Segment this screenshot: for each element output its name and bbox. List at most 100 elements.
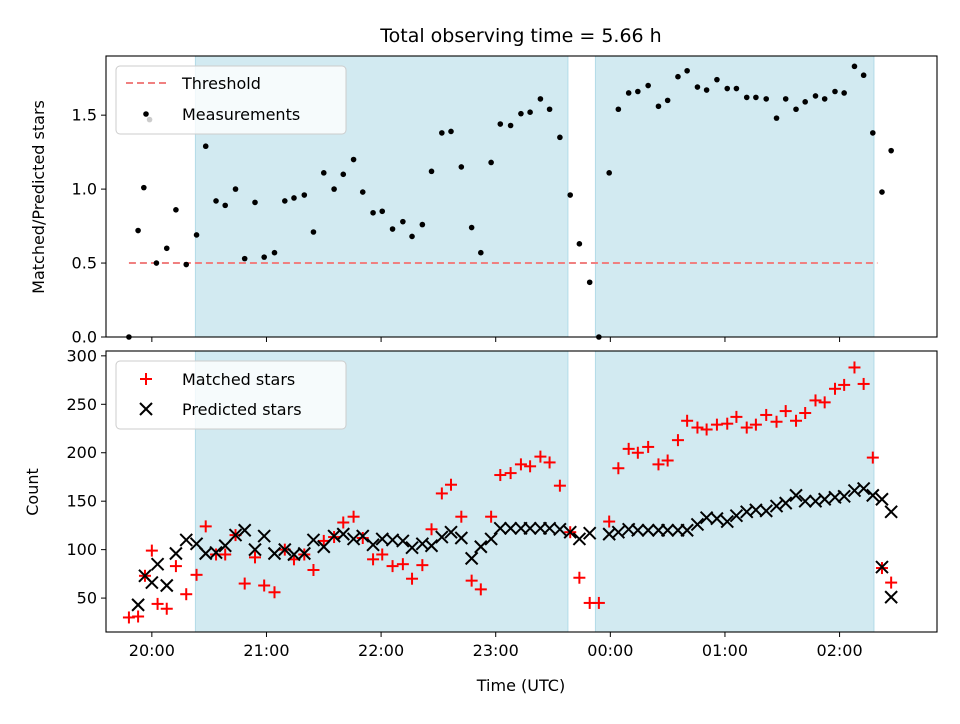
matched-star-point	[376, 548, 389, 561]
measurement-point	[860, 72, 867, 79]
measurement-point	[213, 198, 219, 204]
measurement-point	[163, 245, 170, 252]
matched-star-point	[838, 378, 851, 391]
matched-star-point	[307, 563, 320, 576]
matched-star-point	[828, 382, 841, 395]
predicted-star-point	[866, 488, 880, 503]
measurement-point	[458, 164, 465, 170]
matched-star-point	[238, 577, 251, 590]
predicted-star-point	[474, 540, 488, 554]
measurement-point	[359, 189, 366, 195]
matched-star-point	[790, 414, 803, 427]
measurement-point	[753, 94, 759, 101]
matched-star-point	[779, 405, 792, 418]
matched-star-point	[749, 418, 762, 431]
measurement-point	[714, 76, 720, 83]
measurement-point	[675, 73, 681, 80]
matched-star-point	[700, 423, 713, 436]
predicted-star-point	[346, 532, 361, 546]
measurement-point	[331, 186, 337, 192]
y-tick-label: 0.5	[72, 254, 97, 273]
measurement-point	[694, 84, 701, 90]
matched-star-point	[857, 377, 870, 390]
measurement-point	[291, 195, 297, 201]
predicted-star-point	[237, 523, 252, 537]
measurement-point	[518, 110, 524, 117]
measurement-point	[576, 241, 583, 247]
measurement-point	[743, 94, 750, 101]
predicted-star-point	[523, 521, 537, 536]
predicted-star-point	[837, 489, 851, 504]
predicted-star-point	[336, 527, 350, 541]
matched-star-point	[553, 479, 566, 492]
matched-star-point	[740, 421, 753, 434]
matched-star-point	[151, 597, 164, 610]
ratio-y-axis-label: Matched/Predicted stars	[29, 100, 48, 294]
matched-star-point	[534, 450, 547, 463]
matched-star-point	[573, 571, 586, 584]
measurement-point	[439, 130, 445, 136]
count-legend: Matched stars Predicted stars	[115, 360, 347, 430]
predicted-star-point	[875, 492, 889, 506]
x-tick-label: 23:00	[473, 641, 519, 660]
predicted-star-point	[444, 525, 458, 539]
matched-star-point	[622, 442, 635, 455]
matched-star-point	[514, 458, 527, 471]
matched-star-point	[710, 418, 723, 431]
measurement-point	[763, 96, 770, 102]
predicted-star-point	[493, 521, 508, 536]
matched-star-point	[199, 520, 212, 533]
predicted-star-point	[209, 545, 223, 560]
predicted-star-point	[396, 534, 410, 548]
predicted-star-point	[729, 509, 744, 523]
matched-star-point	[799, 407, 812, 420]
predicted-star-point	[218, 539, 232, 553]
predicted-star-point	[454, 531, 469, 545]
measurement-point	[478, 249, 484, 256]
measurement-point	[703, 87, 710, 93]
predicted-star-point	[720, 514, 734, 529]
y-tick-label: 300	[66, 346, 97, 365]
measurement-point	[173, 207, 179, 213]
legend-matched-label: Matched stars	[182, 370, 295, 389]
measurement-point	[222, 202, 229, 209]
measurement-point	[888, 147, 894, 154]
matched-star-point	[169, 560, 182, 573]
chart-title: Total observing time = 5.66 h	[379, 25, 661, 47]
measurement-point	[507, 122, 514, 129]
measurement-point	[409, 233, 415, 240]
matched-star-point	[190, 568, 203, 581]
x-axis-label: Time (UTC)	[476, 676, 565, 695]
matched-star-point	[770, 415, 783, 428]
matched-star-point	[219, 548, 232, 561]
measurement-point	[241, 255, 248, 262]
count-panel: 50 100 150 200 250 300 20:00 21:00 22:00 23:00 00…	[23, 346, 938, 695]
matched-star-point	[603, 515, 616, 528]
x-tick-label: 02:00	[817, 641, 863, 660]
measurement-point	[193, 232, 200, 238]
legend-matched-swatch	[140, 373, 152, 385]
matched-star-point	[356, 532, 369, 545]
measurement-point	[615, 106, 622, 113]
y-tick-label: 150	[66, 492, 97, 511]
predicted-star-point	[572, 532, 587, 546]
measurement-point	[879, 189, 885, 195]
measurement-point	[153, 260, 160, 266]
predicted-star-point	[660, 523, 675, 537]
predicted-star-point	[611, 525, 626, 539]
y-tick-label: 0.0	[72, 328, 97, 347]
measurement-point	[389, 226, 396, 232]
measurement-point	[802, 99, 808, 105]
predicted-star-point	[710, 511, 724, 526]
y-axis-ticks: 50 100 150 200 250 300	[66, 346, 106, 608]
count-panel-frame	[105, 350, 938, 633]
predicted-star-point	[884, 505, 898, 519]
x-tick-label: 20:00	[129, 641, 175, 660]
matched-star-point	[386, 560, 399, 573]
matched-star-point	[809, 394, 822, 407]
measurement-point	[320, 170, 327, 176]
matched-star-point	[524, 460, 537, 473]
predicted-star-point	[563, 525, 577, 539]
measurement-point	[684, 67, 690, 74]
y-tick-label: 1.5	[72, 106, 97, 125]
